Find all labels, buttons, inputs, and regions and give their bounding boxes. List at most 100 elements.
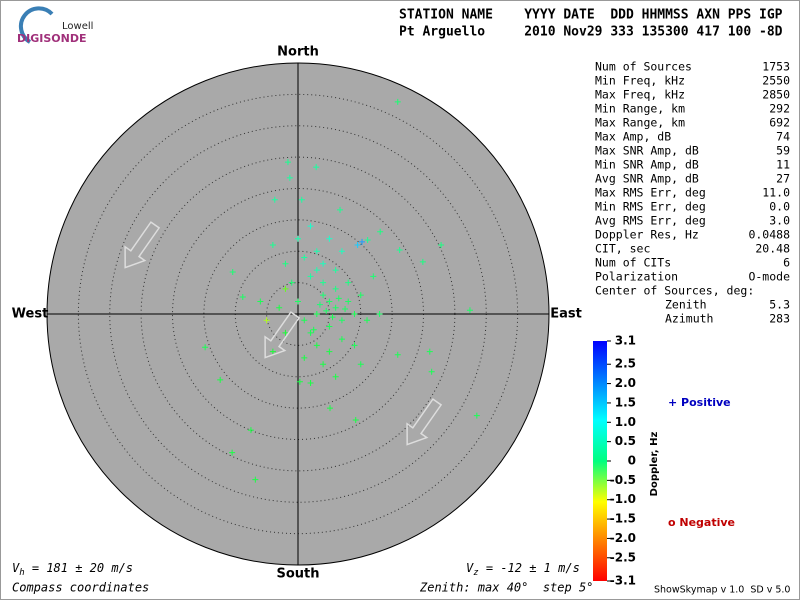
- source-point: [394, 98, 401, 105]
- stat-label: Max Freq, kHz: [595, 88, 685, 102]
- source-point: [327, 405, 334, 412]
- legend-positive: + Positive: [668, 396, 731, 409]
- colorbar-tick-label: -3.1: [610, 574, 636, 588]
- stat-value: 0.0: [769, 200, 790, 214]
- source-point: [313, 248, 320, 255]
- source-point: [342, 305, 349, 312]
- source-point: [229, 449, 236, 456]
- source-point: [466, 307, 473, 314]
- colorbar-tick-label: 2.5: [615, 357, 636, 371]
- source-point: [301, 254, 308, 261]
- source-point: [252, 476, 259, 483]
- colorbar-tick-label: 1.5: [615, 395, 636, 409]
- source-point: [364, 317, 371, 324]
- stat-label: Num of Sources: [595, 60, 692, 74]
- symbol: V: [12, 561, 20, 575]
- source-point: [326, 298, 333, 305]
- stat-value: 6: [783, 256, 790, 270]
- arrow: [124, 221, 161, 269]
- vz-label: Vz = -12 ± 1 m/s: [466, 561, 580, 578]
- stat-value: O-mode: [748, 270, 790, 284]
- source-point: [419, 258, 426, 265]
- colorbar-tick-label: -1.0: [610, 492, 636, 506]
- zenith-note: Zenith: max 40° step 5°: [419, 581, 593, 595]
- stat-label: Max SNR Amp, dB: [595, 144, 699, 158]
- source-point: [376, 311, 383, 317]
- arrow: [264, 311, 301, 359]
- source-point: [326, 323, 333, 330]
- colorbar-tick-label: 1.0: [615, 415, 636, 429]
- source-point: [329, 314, 336, 321]
- symbol: V: [466, 561, 474, 575]
- source-point: [394, 351, 401, 358]
- stat-value: 74: [776, 130, 790, 144]
- text: = 181 ± 20 m/s: [25, 561, 133, 575]
- source-point: [354, 241, 361, 248]
- source-point: [473, 412, 480, 419]
- source-point: [307, 380, 314, 387]
- colorbar-tick-label: -2.5: [610, 550, 636, 564]
- source-point: [426, 348, 433, 355]
- colorbar-label: Doppler, Hz: [649, 432, 660, 497]
- stat-value: 27: [776, 172, 790, 186]
- source-point: [298, 196, 305, 203]
- stat-label: Avg RMS Err, deg: [595, 214, 706, 228]
- header-line: Pt Arguello 2010 Nov29 333 135300 417 10…: [399, 25, 783, 40]
- compass-label: East: [550, 307, 582, 322]
- colorbar-tick-label: -1.5: [610, 512, 636, 526]
- stat-value: 2850: [762, 88, 790, 102]
- coords-note: Compass coordinates: [12, 581, 149, 595]
- stat-label: Max RMS Err, deg: [595, 186, 706, 200]
- source-point: [338, 248, 345, 255]
- source-point: [438, 241, 445, 248]
- source-point: [295, 235, 301, 242]
- source-point: [313, 164, 320, 171]
- source-point: [320, 292, 327, 299]
- stat-value: 0.0488: [748, 228, 790, 242]
- stat-label: Min RMS Err, deg: [595, 200, 706, 214]
- source-point: [239, 294, 246, 301]
- stat-label: Max Amp, dB: [595, 130, 671, 144]
- source-point: [345, 279, 352, 286]
- header-line: STATION NAME YYYY DATE DDD HHMMSS AXN PP…: [399, 8, 783, 23]
- source-point: [310, 326, 317, 333]
- source-point: [352, 417, 359, 424]
- stat-value: 3.0: [769, 214, 790, 228]
- source-point: [257, 298, 264, 305]
- source-point: [286, 174, 293, 181]
- stat-value: 20.48: [755, 242, 790, 256]
- source-point: [247, 427, 254, 434]
- stat-label: Max Range, km: [595, 116, 685, 130]
- compass-label: South: [276, 567, 319, 582]
- stat-label: Min SNR Amp, dB: [595, 158, 699, 172]
- source-point: [217, 376, 224, 383]
- source-point: [301, 354, 308, 361]
- source-point: [307, 329, 314, 336]
- stat-value: 59: [776, 144, 790, 158]
- source-point: [320, 260, 327, 267]
- center-value: 283: [769, 312, 790, 326]
- source-point: [345, 298, 352, 305]
- stat-value: 11.0: [762, 186, 790, 200]
- source-point: [313, 267, 320, 274]
- colorbar-tick-label: -0.5: [610, 473, 636, 487]
- source-point: [396, 246, 403, 253]
- source-point: [269, 241, 276, 248]
- subscript: z: [473, 568, 478, 578]
- source-point: [271, 196, 278, 203]
- stat-value: 11: [776, 158, 790, 172]
- source-point: [337, 206, 344, 213]
- stat-value: 292: [769, 102, 790, 116]
- logo-bottom: DIGISONDE: [17, 32, 86, 45]
- stat-label: Num of CITs: [595, 256, 671, 270]
- text: = -12 ± 1 m/s: [479, 561, 580, 575]
- stat-value: 1753: [762, 60, 790, 74]
- source-point: [338, 317, 345, 324]
- source-point: [288, 279, 295, 286]
- source-point: [338, 336, 345, 343]
- source-point: [377, 228, 384, 235]
- source-point: [296, 378, 303, 385]
- colorbar-tick-label: -2.0: [610, 531, 636, 545]
- stat-label: Polarization: [595, 270, 678, 284]
